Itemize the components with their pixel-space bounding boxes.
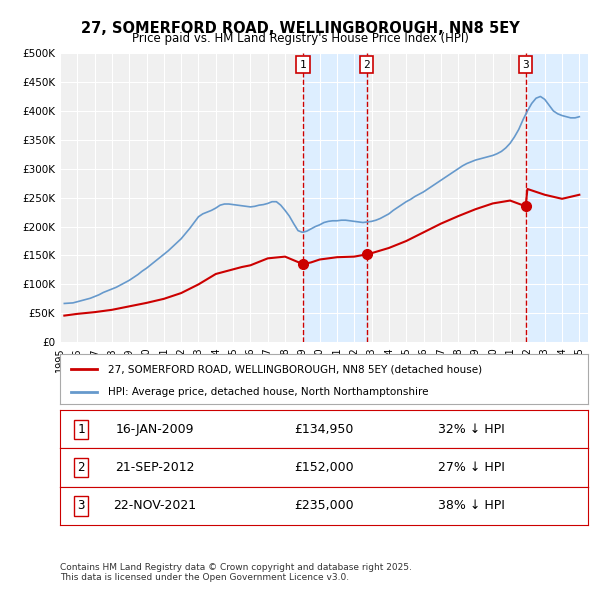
Text: 32% ↓ HPI: 32% ↓ HPI — [439, 422, 505, 436]
Text: 22-NOV-2021: 22-NOV-2021 — [113, 499, 197, 513]
Text: 27, SOMERFORD ROAD, WELLINGBOROUGH, NN8 5EY (detached house): 27, SOMERFORD ROAD, WELLINGBOROUGH, NN8 … — [107, 364, 482, 374]
Bar — [303, 53, 367, 342]
Text: 21-SEP-2012: 21-SEP-2012 — [115, 461, 195, 474]
Bar — [526, 53, 588, 342]
Text: £152,000: £152,000 — [294, 461, 354, 474]
Text: 1: 1 — [77, 422, 85, 436]
Text: £235,000: £235,000 — [294, 499, 354, 513]
Text: 2: 2 — [364, 60, 370, 70]
Text: 2: 2 — [77, 461, 85, 474]
Text: 27, SOMERFORD ROAD, WELLINGBOROUGH, NN8 5EY: 27, SOMERFORD ROAD, WELLINGBOROUGH, NN8 … — [80, 21, 520, 35]
Text: 1: 1 — [299, 60, 307, 70]
Text: 3: 3 — [77, 499, 85, 513]
Text: 3: 3 — [523, 60, 529, 70]
Text: 16-JAN-2009: 16-JAN-2009 — [116, 422, 194, 436]
Text: 27% ↓ HPI: 27% ↓ HPI — [439, 461, 505, 474]
Text: HPI: Average price, detached house, North Northamptonshire: HPI: Average price, detached house, Nort… — [107, 386, 428, 396]
Text: Price paid vs. HM Land Registry's House Price Index (HPI): Price paid vs. HM Land Registry's House … — [131, 32, 469, 45]
Text: £134,950: £134,950 — [295, 422, 353, 436]
Text: Contains HM Land Registry data © Crown copyright and database right 2025.
This d: Contains HM Land Registry data © Crown c… — [60, 563, 412, 582]
Text: 38% ↓ HPI: 38% ↓ HPI — [439, 499, 505, 513]
